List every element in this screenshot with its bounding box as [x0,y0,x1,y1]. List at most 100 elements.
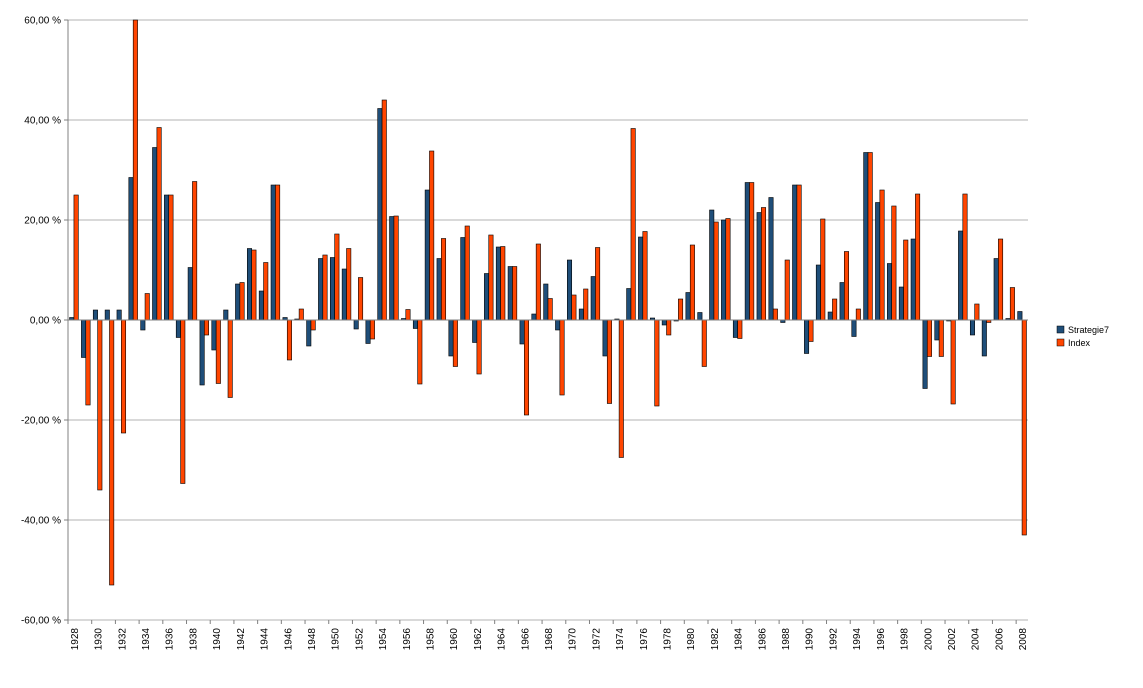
bar-strategie7-1981 [697,312,703,321]
bar-index-1991 [820,218,826,321]
bar-index-1946 [286,319,292,361]
bar-index-1971 [583,288,589,321]
y-tick-label: -40,00 % [21,516,61,527]
bar-index-1995 [867,152,873,321]
bar-index-1972 [595,247,601,321]
x-tick-label: 2002 [947,628,958,651]
y-tick-label: 40,00 % [24,116,61,127]
bar-index-1960 [452,319,458,367]
bar-strategie7-2005 [981,319,987,357]
bar-strategie7-1978 [661,319,667,326]
x-tick-label: 1946 [283,628,294,651]
bar-index-1996 [879,189,885,321]
x-tick-label: 2006 [994,628,1005,651]
x-tick-label: 1940 [212,628,223,651]
bar-strategie7-1941 [223,309,229,321]
bar-index-1993 [843,251,849,321]
bar-index-1980 [689,244,695,321]
bar-strategie7-1955 [389,216,395,321]
bar-strategie7-1996 [875,202,881,321]
bar-strategie7-1954 [377,108,383,321]
x-tick-label: 1954 [378,628,389,651]
bar-index-1957 [417,319,423,385]
bar-index-1982 [713,221,719,321]
bar-strategie7-1984 [732,319,738,338]
bar-strategie7-1970 [567,259,573,321]
bar-strategie7-1975 [626,288,632,321]
y-tick-label: 0,00 % [30,316,61,327]
bar-index-1997 [891,205,897,321]
bar-strategie7-1963 [484,273,490,321]
bar-index-1931 [109,319,115,586]
bar-strategie7-1965 [507,266,513,321]
x-tick-label: 1964 [497,628,508,651]
x-tick-label: 1960 [449,628,460,651]
bar-index-1944 [263,262,269,321]
bar-strategie7-1930 [92,309,98,321]
x-tick-label: 1982 [710,628,721,651]
bar-index-1932 [121,319,127,434]
x-tick-label: 1990 [805,628,816,651]
x-tick-label: 1994 [852,628,863,651]
bar-index-1978 [666,319,672,336]
bar-strategie7-1932 [116,309,122,321]
bar-index-1953 [369,319,375,340]
bar-index-1983 [725,218,731,321]
legend: Strategie7 Index [1056,325,1109,348]
bar-index-1958 [429,150,435,321]
bar-strategie7-2001 [934,319,940,341]
bar-index-1999 [915,193,921,321]
bar-strategie7-1945 [270,184,276,321]
bar-strategie7-1990 [804,319,810,354]
x-tick-label: 1970 [568,628,579,651]
bar-index-1941 [227,319,233,398]
bar-strategie7-1959 [436,258,442,321]
x-tick-label: 1950 [331,628,342,651]
x-tick-label: 1952 [354,628,365,651]
x-tick-label: 1992 [828,628,839,651]
bar-index-1989 [796,184,802,321]
x-tick-label: 1948 [307,628,318,651]
bar-index-1965 [512,266,518,321]
bar-index-1945 [275,184,281,321]
x-tick-label: 1962 [473,628,484,651]
x-tick-label: 1988 [781,628,792,651]
bar-strategie7-1964 [495,246,501,321]
bar-index-1939 [204,319,209,336]
bar-index-1967 [535,243,541,321]
bar-index-1981 [701,319,707,367]
x-tick-label: 1998 [900,628,911,651]
x-tick-label: 1978 [663,628,674,651]
bar-index-1998 [903,239,909,321]
bar-index-1949 [322,254,328,321]
y-tick-label: -20,00 % [21,416,61,427]
x-tick-label: 1986 [757,628,768,651]
bar-strategie7-1973 [602,319,608,357]
bar-index-1984 [737,319,743,339]
bar-strategie7-1936 [164,194,170,321]
bar-index-1973 [606,319,612,404]
bar-strategie7-1935 [152,147,158,321]
bar-index-1935 [156,127,162,321]
x-tick-label: 1980 [686,628,697,651]
bar-index-1929 [85,319,91,406]
bar-index-1951 [346,248,352,321]
bar-index-1933 [132,19,138,321]
bar-index-1942 [239,282,245,321]
bar-index-2006 [998,238,1004,321]
x-tick-label: 1928 [70,628,81,651]
bar-index-1963 [488,234,494,321]
bar-strategie7-1983 [721,219,727,321]
x-tick-label: 1942 [236,628,247,651]
bar-strategie7-1972 [590,276,596,321]
bar-strategie7-1980 [685,292,691,321]
bar-strategie7-1943 [247,248,253,321]
axis-layer: 60,00 % 40,00 % 20,00 % 0,00 % -20,00 % -40,0… [21,16,1029,651]
bar-index-1948 [310,319,316,331]
bar-index-2000 [926,319,932,357]
bar-strategie7-1998 [898,286,904,321]
bar-index-2003 [962,193,968,321]
bar-strategie7-1991 [815,264,821,321]
bar-strategie7-1949 [318,258,324,321]
